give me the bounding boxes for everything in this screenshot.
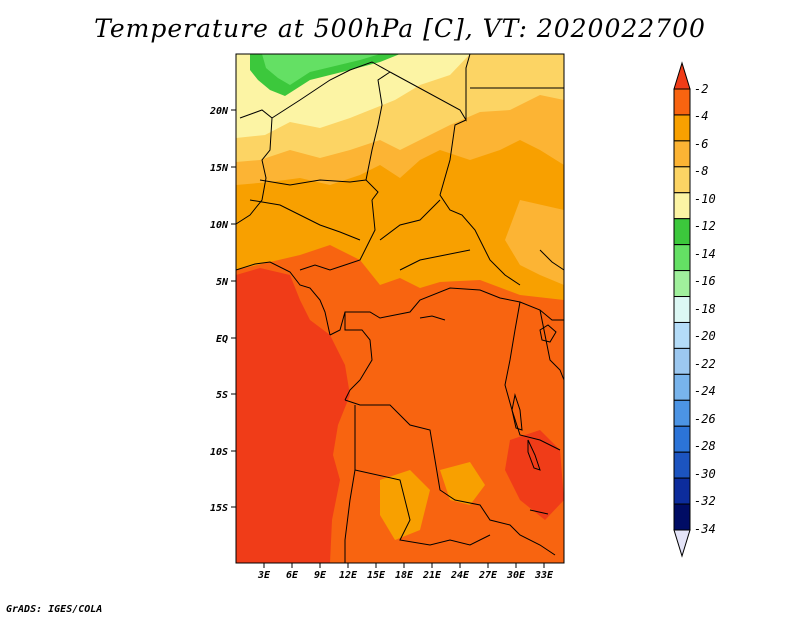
lon-axis: [263, 563, 545, 568]
colorbar-swatch: [673, 477, 691, 505]
lon-label: 33E: [534, 570, 554, 581]
colorbar-swatch: [673, 503, 691, 531]
chart-title: Temperature at 500hPa [C], VT: 202002270…: [94, 14, 706, 43]
lat-label: 5S: [216, 390, 228, 401]
colorbar-label: -30: [694, 467, 716, 481]
grads-credit: GrADS: IGES/COLA: [6, 604, 103, 615]
colorbar-label: -4: [694, 109, 708, 123]
lon-label: 15E: [367, 570, 386, 581]
colorbar-swatch: [673, 114, 691, 142]
colorbar-label: -18: [694, 302, 716, 316]
lon-label: 30E: [506, 570, 526, 581]
colorbar-label: -8: [694, 164, 708, 178]
colorbar-swatch: [673, 425, 691, 453]
colorbar-label: -6: [694, 137, 708, 151]
field-band-minus16: [262, 54, 380, 85]
lat-label: 5N: [216, 277, 229, 288]
lon-label: 27E: [478, 570, 498, 581]
colorbar-label: -28: [694, 439, 716, 453]
colorbar-label: -26: [694, 412, 716, 426]
colorbar-swatch: [673, 244, 691, 272]
lon-label: 12E: [339, 570, 358, 581]
lon-label: 3E: [257, 570, 271, 581]
lon-label: 9E: [314, 570, 327, 581]
colorbar-swatch: [673, 192, 691, 220]
colorbar-swatch: [673, 166, 691, 194]
lat-label: 15S: [210, 503, 228, 514]
colorbar-label: -22: [694, 357, 716, 371]
colorbar-label: -2: [694, 82, 708, 96]
lat-label: 20N: [209, 106, 229, 117]
colorbar-swatch: [673, 140, 691, 168]
lon-label: 18E: [395, 570, 414, 581]
colorbar-swatch: [673, 296, 691, 323]
lat-label: 10N: [210, 220, 229, 231]
field-band-minus8-east: [505, 200, 564, 285]
colorbar-label: -34: [694, 522, 716, 536]
colorbar-swatch: [673, 347, 691, 375]
colorbar-swatch: [673, 451, 691, 479]
map-frame: [235, 53, 565, 564]
colorbar-swatch: [673, 373, 691, 401]
colorbar-label: -16: [694, 274, 716, 288]
lat-label: 10S: [210, 447, 228, 458]
colorbar-swatch: [673, 399, 691, 427]
colorbar: -2 -4 -6 -8 -10 -12 -14 -16 -18 -20 -22 …: [673, 61, 716, 558]
lat-axis: [231, 109, 236, 508]
field-band-minus2-coast: [236, 268, 350, 563]
field-band-minus6-patches: [380, 470, 430, 540]
field-band-minus6-patch2: [440, 462, 485, 505]
colorbar-label: -32: [694, 494, 716, 508]
field-band-minus2-inland: [505, 430, 564, 520]
temperature-map: 20N 15N 10N 5N EQ 5S 10S 15S 3E 6E 9E 12…: [209, 53, 565, 581]
lon-label: 6E: [286, 570, 299, 581]
colorbar-top-arrow: [673, 61, 691, 90]
colorbar-label: -14: [694, 247, 716, 261]
colorbar-label: -12: [694, 219, 716, 233]
colorbar-swatch: [673, 270, 691, 298]
colorbar-label: -20: [694, 329, 716, 343]
lakes: [419, 315, 557, 515]
lon-label: 24E: [450, 570, 470, 581]
colorbar-swatch: [673, 88, 691, 116]
country-borders: [235, 53, 565, 563]
colorbar-label: -24: [694, 384, 716, 398]
colorbar-swatch: [673, 218, 691, 246]
lat-label: 15N: [210, 163, 229, 174]
colorbar-bottom-arrow: [673, 529, 691, 558]
colorbar-swatch: [673, 321, 691, 349]
colorbar-label: -10: [694, 192, 716, 206]
lat-label: EQ: [216, 334, 228, 345]
lon-label: 21E: [422, 570, 442, 581]
